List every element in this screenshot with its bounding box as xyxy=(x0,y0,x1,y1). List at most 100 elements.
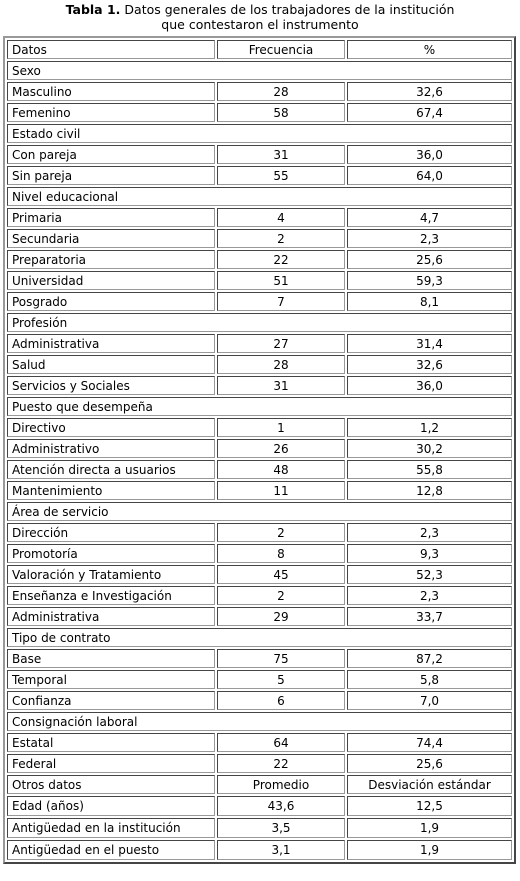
value-cell: 31,4 xyxy=(347,334,512,353)
value-cell: 28 xyxy=(217,355,345,374)
label-cell: Administrativa xyxy=(7,334,215,353)
value-cell: 26 xyxy=(217,439,345,458)
value-cell: 22 xyxy=(217,250,345,269)
value-cell: 2 xyxy=(217,586,345,605)
label-cell: Mantenimiento xyxy=(7,481,215,500)
label-cell: Antigüedad en la institución xyxy=(7,818,215,838)
section-row: Área de servicio xyxy=(7,502,512,521)
value-cell: 29 xyxy=(217,607,345,626)
table-row: Estatal 64 74,4 xyxy=(7,733,512,752)
value-cell: 32,6 xyxy=(347,355,512,374)
value-cell: 5,8 xyxy=(347,670,512,689)
table-row: Directivo 1 1,2 xyxy=(7,418,512,437)
label-cell: Servicios y Sociales xyxy=(7,376,215,395)
table-row: Atención directa a usuarios 48 55,8 xyxy=(7,460,512,479)
label-cell: Federal xyxy=(7,754,215,773)
section-row: Puesto que desempeña xyxy=(7,397,512,416)
table-row: Femenino 58 67,4 xyxy=(7,103,512,122)
value-cell: 64,0 xyxy=(347,166,512,185)
label-cell: Con pareja xyxy=(7,145,215,164)
value-cell: 33,7 xyxy=(347,607,512,626)
section-row: Consignación laboral xyxy=(7,712,512,731)
section-cell: Nivel educacional xyxy=(7,187,512,206)
table-row: Federal 22 25,6 xyxy=(7,754,512,773)
table-row: Sin pareja 55 64,0 xyxy=(7,166,512,185)
value-cell: Desviación estándar xyxy=(347,775,512,794)
label-cell: Valoración y Tratamiento xyxy=(7,565,215,584)
label-cell: Enseñanza e Investigación xyxy=(7,586,215,605)
label-cell: Primaria xyxy=(7,208,215,227)
value-cell: 2,3 xyxy=(347,229,512,248)
value-cell: 2,3 xyxy=(347,586,512,605)
table-row: Primaria 4 4,7 xyxy=(7,208,512,227)
value-cell: 67,4 xyxy=(347,103,512,122)
value-cell: 3,5 xyxy=(217,818,345,838)
value-cell: 27 xyxy=(217,334,345,353)
table-row: Masculino 28 32,6 xyxy=(7,82,512,101)
value-cell: 48 xyxy=(217,460,345,479)
value-cell: 31 xyxy=(217,376,345,395)
label-cell: Secundaria xyxy=(7,229,215,248)
section-cell: Sexo xyxy=(7,61,512,80)
label-cell: Promotoría xyxy=(7,544,215,563)
value-cell: 25,6 xyxy=(347,754,512,773)
value-cell: 59,3 xyxy=(347,271,512,290)
table-row: Servicios y Sociales 31 36,0 xyxy=(7,376,512,395)
value-cell: 9,3 xyxy=(347,544,512,563)
section-row: Estado civil xyxy=(7,124,512,143)
table-row: Edad (años) 43,6 12,5 xyxy=(7,796,512,816)
value-cell: 2 xyxy=(217,229,345,248)
value-cell: 64 xyxy=(217,733,345,752)
value-cell: 36,0 xyxy=(347,376,512,395)
table-row: Promotoría 8 9,3 xyxy=(7,544,512,563)
title-line: que contestaron el instrumento xyxy=(161,17,359,32)
value-cell: 3,1 xyxy=(217,840,345,860)
value-cell: 1,9 xyxy=(347,818,512,838)
value-cell: 2,3 xyxy=(347,523,512,542)
value-cell: 4 xyxy=(217,208,345,227)
table-row: Confianza 6 7,0 xyxy=(7,691,512,710)
section-cell: Consignación laboral xyxy=(7,712,512,731)
table-row: Datos Frecuencia% xyxy=(7,40,512,59)
label-cell: Dirección xyxy=(7,523,215,542)
value-cell: 6 xyxy=(217,691,345,710)
label-cell: Femenino xyxy=(7,103,215,122)
value-cell: 87,2 xyxy=(347,649,512,668)
data-table: Datos Frecuencia% Sexo Masculino 28 32,6 Femen… xyxy=(3,36,516,864)
value-cell: Frecuencia xyxy=(217,40,345,59)
value-cell: 1 xyxy=(217,418,345,437)
label-cell: Masculino xyxy=(7,82,215,101)
label-cell: Estatal xyxy=(7,733,215,752)
table-row: Antigüedad en el puesto 3,1 1,9 xyxy=(7,840,512,860)
value-cell: 55 xyxy=(217,166,345,185)
value-cell: 55,8 xyxy=(347,460,512,479)
value-cell: 52,3 xyxy=(347,565,512,584)
label-cell: Otros datos xyxy=(7,775,215,794)
label-cell: Preparatoria xyxy=(7,250,215,269)
label-cell: Salud xyxy=(7,355,215,374)
section-row: Nivel educacional xyxy=(7,187,512,206)
section-cell: Profesión xyxy=(7,313,512,332)
table-title: Tabla 1. Datos generales de los trabajad… xyxy=(0,0,520,36)
value-cell: 1,9 xyxy=(347,840,512,860)
title-label: Tabla 1. xyxy=(65,2,121,17)
table-row: Mantenimiento 11 12,8 xyxy=(7,481,512,500)
value-cell: 12,5 xyxy=(347,796,512,816)
value-cell: 8 xyxy=(217,544,345,563)
table-row: Dirección 2 2,3 xyxy=(7,523,512,542)
value-cell: 8,1 xyxy=(347,292,512,311)
value-cell: 51 xyxy=(217,271,345,290)
value-cell: Promedio xyxy=(217,775,345,794)
label-cell: Confianza xyxy=(7,691,215,710)
section-row: Tipo de contrato xyxy=(7,628,512,647)
label-cell: Administrativa xyxy=(7,607,215,626)
section-row: Sexo xyxy=(7,61,512,80)
table-row: Universidad 51 59,3 xyxy=(7,271,512,290)
label-cell: Base xyxy=(7,649,215,668)
value-cell: 2 xyxy=(217,523,345,542)
label-cell: Universidad xyxy=(7,271,215,290)
value-cell: 28 xyxy=(217,82,345,101)
value-cell: 7,0 xyxy=(347,691,512,710)
table-row: Salud 28 32,6 xyxy=(7,355,512,374)
value-cell: 36,0 xyxy=(347,145,512,164)
